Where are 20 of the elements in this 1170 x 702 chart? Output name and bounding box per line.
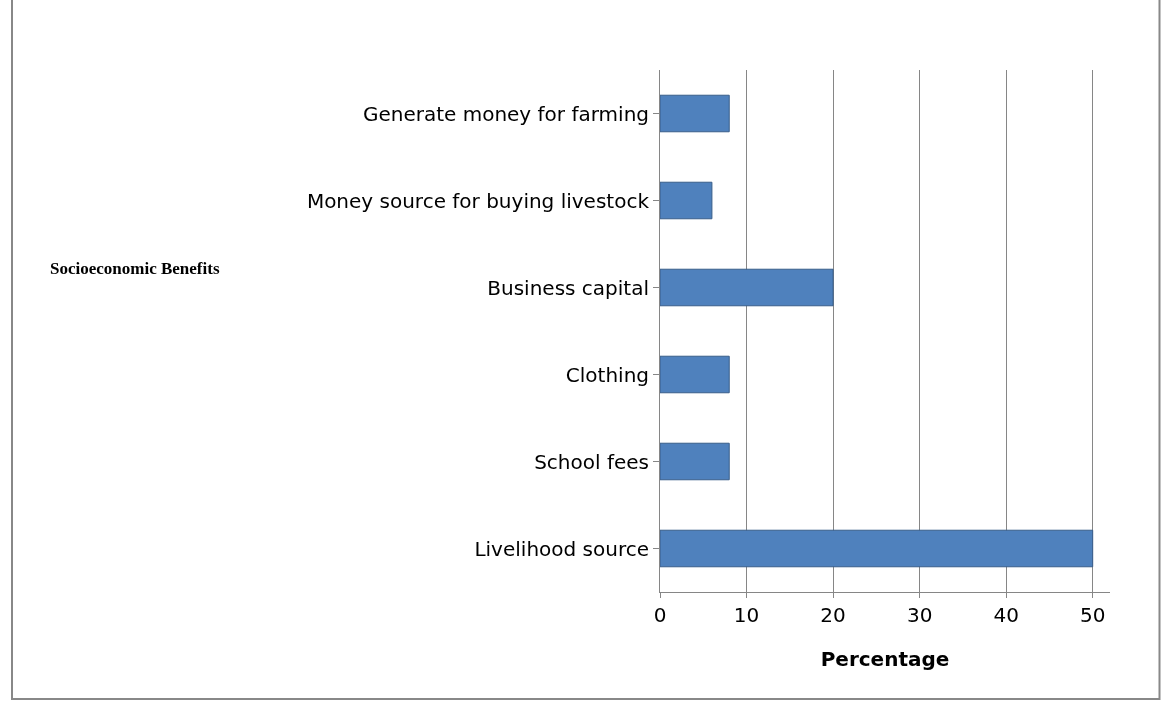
x-tick-label: 20 <box>820 603 846 627</box>
x-tick-label: 30 <box>906 603 933 627</box>
bar <box>660 442 730 481</box>
bar <box>660 529 1094 568</box>
bar <box>660 94 730 133</box>
bar <box>660 355 730 394</box>
text: Socioeconomic Benefits <box>50 259 220 278</box>
x-tick-label: 40 <box>993 603 1019 627</box>
y-tick-label: Livelihood source <box>474 536 649 561</box>
x-tick-label: 10 <box>733 603 760 627</box>
bar <box>660 181 713 220</box>
bar <box>660 268 834 307</box>
y-tick-label: Money source for buying livestock <box>306 188 650 213</box>
y-tick-label: Generate money for farming <box>362 101 649 126</box>
x-tick-label: 50 <box>1079 603 1106 627</box>
y-tick-label: School fees <box>534 449 649 474</box>
y-tick-label: Clothing <box>565 362 649 387</box>
y-tick-label: Business capital <box>487 275 649 300</box>
x-tick-label: 0 <box>653 603 667 627</box>
x-axis-title: Percentage <box>820 646 950 671</box>
